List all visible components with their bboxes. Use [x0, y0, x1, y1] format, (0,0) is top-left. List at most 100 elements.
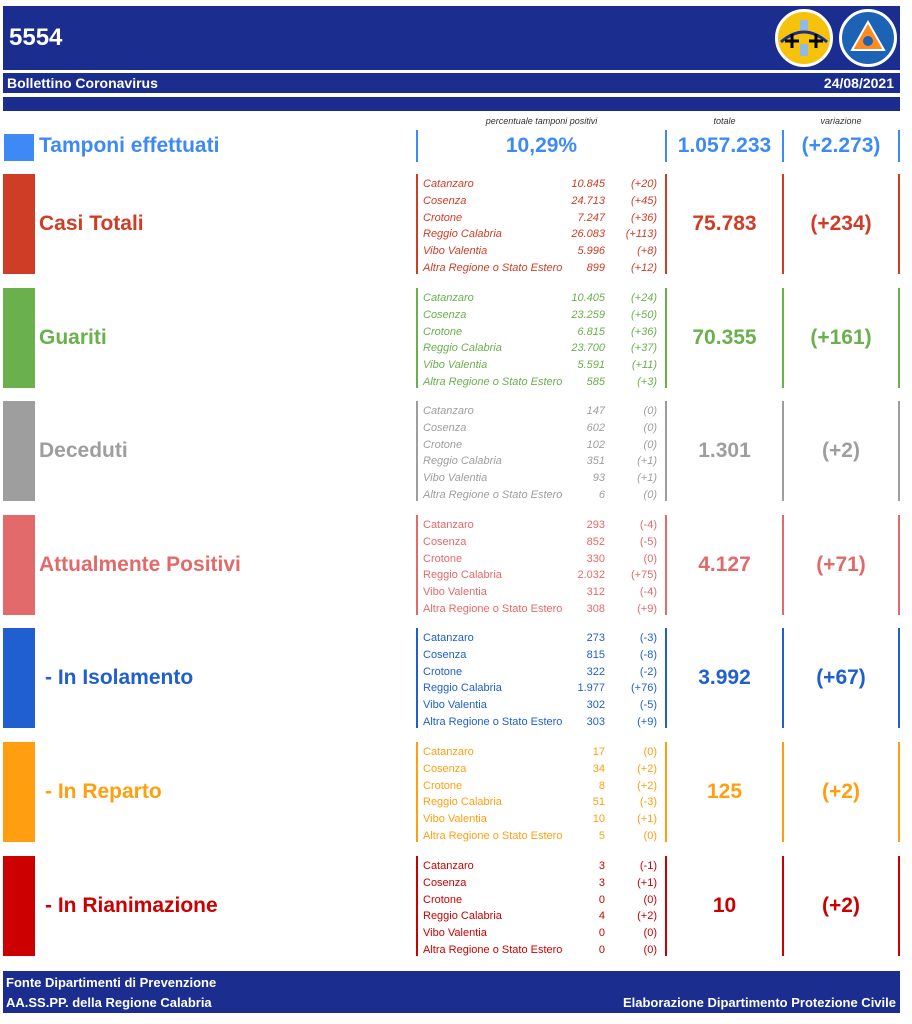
province-value: 2.032 [577, 569, 605, 581]
province-row: Altra Regione o Stato Estero 5 (0) [423, 828, 663, 845]
category-variation: (+2) [822, 780, 860, 803]
province-delta: (+50) [631, 309, 657, 321]
province-delta: (0) [643, 405, 657, 417]
category-color-bar [3, 174, 35, 274]
province-delta: (0) [643, 439, 657, 451]
category-name: Deceduti [39, 439, 128, 462]
province-delta: (-3) [639, 796, 657, 808]
province-value: 322 [586, 666, 605, 678]
category-variation: (+161) [810, 326, 872, 349]
divider-line [898, 742, 900, 842]
province-row: Reggio Calabria 351 (+1) [423, 453, 663, 470]
category-total: 1.301 [698, 439, 751, 462]
category-variation: (+2) [822, 894, 860, 917]
province-row: Reggio Calabria 2.032 (+75) [423, 567, 663, 584]
province-row: Catanzaro 273 (-3) [423, 630, 663, 647]
category-color-bar [3, 856, 35, 956]
divider-line [782, 401, 784, 501]
positive-percent: 10,29% [505, 134, 578, 157]
divider-line [665, 288, 667, 388]
divider-line [416, 628, 418, 728]
province-delta: (-5) [639, 536, 657, 548]
category-variation: (+2) [822, 439, 860, 462]
province-value: 602 [586, 422, 605, 434]
province-value: 5.996 [577, 245, 605, 257]
category-color-bar [3, 742, 35, 842]
province-value: 10.845 [571, 178, 605, 190]
header-bar: 5554 [3, 6, 900, 70]
category-section: Guariti 70.355 (+161) Catanzaro 10.405 (+24) C… [0, 288, 912, 390]
province-delta: (0) [643, 746, 657, 758]
province-delta: (+1) [637, 813, 657, 825]
province-name: Altra Regione o Stato Estero [423, 603, 563, 615]
province-delta: (+1) [637, 455, 657, 467]
divider-stripe [3, 97, 900, 111]
province-value: 147 [586, 405, 605, 417]
category-color-bar [3, 628, 35, 728]
province-row: Catanzaro 10.845 (+20) [423, 176, 663, 193]
province-row: Cosenza 852 (-5) [423, 534, 663, 551]
divider-line [782, 130, 784, 162]
divider-line [665, 401, 667, 501]
province-value: 17 [592, 746, 605, 758]
category-section: Casi Totali 75.783 (+234) Catanzaro 10.845 (+… [0, 174, 912, 276]
category-variation: (+234) [810, 212, 872, 235]
province-name: Cosenza [423, 877, 467, 889]
province-row: Vibo Valentia 312 (-4) [423, 584, 663, 601]
province-value: 10 [592, 813, 605, 825]
province-name: Cosenza [423, 649, 467, 661]
province-delta: (+1) [637, 877, 657, 889]
bulletin-title: Bollettino Coronavirus [7, 75, 158, 91]
province-row: Catanzaro 147 (0) [423, 403, 663, 420]
province-value: 93 [592, 472, 605, 484]
category-color-bar [3, 401, 35, 501]
province-delta: (-4) [639, 519, 657, 531]
subtitle-bar: Bollettino Coronavirus 24/08/2021 [3, 73, 900, 93]
province-delta: (+2) [637, 763, 657, 775]
province-row: Reggio Calabria 4 (+2) [423, 908, 663, 925]
province-name: Altra Regione o Stato Estero [423, 716, 563, 728]
province-value: 5.591 [577, 359, 605, 371]
province-delta: (+8) [637, 245, 657, 257]
province-name: Crotone [423, 326, 463, 338]
divider-line [416, 288, 418, 388]
category-name: Casi Totali [39, 212, 144, 235]
footer-source-line1: Fonte Dipartimenti di Prevenzione [6, 975, 217, 990]
province-name: Catanzaro [423, 746, 474, 758]
province-row: Altra Regione o Stato Estero 6 (0) [423, 487, 663, 504]
province-delta: (+3) [637, 376, 657, 388]
province-row: Vibo Valentia 5.996 (+8) [423, 243, 663, 260]
province-name: Cosenza [423, 309, 467, 321]
province-row: Vibo Valentia 5.591 (+11) [423, 357, 663, 374]
province-name: Reggio Calabria [423, 228, 502, 240]
province-row: Vibo Valentia 302 (-5) [423, 697, 663, 714]
footer-source-line2: AA.SS.PP. della Regione Calabria [6, 995, 212, 1010]
variation-caption: variazione [820, 116, 862, 126]
province-value: 4 [598, 910, 605, 922]
divider-line [782, 628, 784, 728]
province-row: Vibo Valentia 10 (+1) [423, 811, 663, 828]
province-name: Altra Regione o Stato Estero [423, 944, 563, 956]
divider-line [782, 515, 784, 615]
province-value: 0 [598, 944, 605, 956]
province-value: 51 [592, 796, 605, 808]
province-row: Altra Regione o Stato Estero 0 (0) [423, 942, 663, 959]
province-delta: (+36) [631, 212, 657, 224]
province-value: 5 [598, 830, 605, 842]
category-name: - In Rianimazione [45, 894, 218, 917]
category-total: 75.783 [692, 212, 757, 235]
province-value: 10.405 [571, 292, 605, 304]
category-section: Deceduti 1.301 (+2) Catanzaro 147 (0) Cosenza 6… [0, 401, 912, 503]
province-name: Crotone [423, 666, 463, 678]
province-delta: (0) [643, 830, 657, 842]
province-value: 585 [586, 376, 605, 388]
province-row: Cosenza 3 (+1) [423, 875, 663, 892]
province-row: Cosenza 602 (0) [423, 420, 663, 437]
category-total: 4.127 [698, 553, 751, 576]
province-delta: (+2) [637, 780, 657, 792]
category-color-bar [3, 288, 35, 388]
province-delta: (-5) [639, 699, 657, 711]
province-row: Crotone 330 (0) [423, 551, 663, 568]
province-row: Cosenza 34 (+2) [423, 761, 663, 778]
province-name: Catanzaro [423, 519, 474, 531]
